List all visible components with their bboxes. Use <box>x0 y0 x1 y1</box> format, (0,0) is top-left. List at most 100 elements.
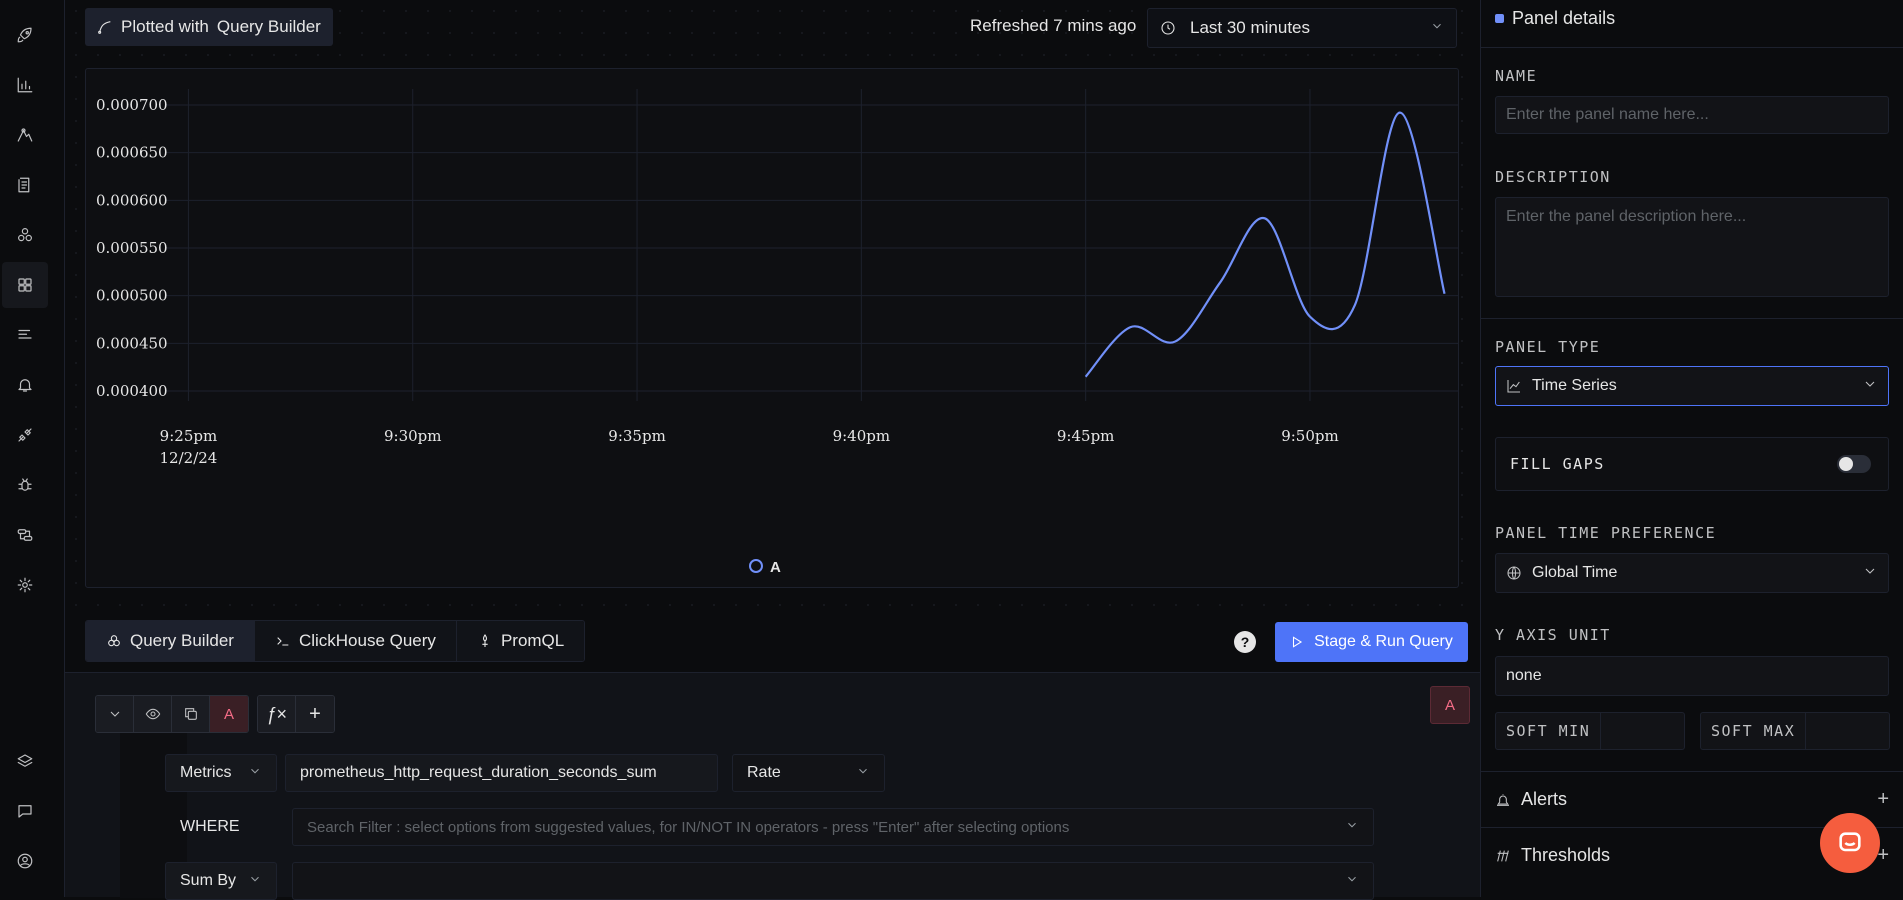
where-label: WHERE <box>180 818 240 835</box>
add-query-button[interactable]: + <box>296 696 334 732</box>
panel-type-label: PANEL TYPE <box>1495 338 1601 356</box>
formula-tag[interactable]: A <box>1430 686 1470 724</box>
alerts-row[interactable]: Alerts + <box>1495 788 1889 811</box>
plotted-source: Query Builder <box>216 17 321 36</box>
bug-icon[interactable] <box>2 462 48 508</box>
query-editor: A ƒ× + A Metrics prometheus_http_request… <box>65 672 1480 900</box>
panel-name-placeholder: Enter the panel name here... <box>1506 106 1709 123</box>
eye-icon <box>145 708 160 720</box>
pipelines-icon[interactable] <box>2 512 48 558</box>
soft-min-field[interactable]: SOFT MIN <box>1495 712 1685 750</box>
thresholds-row[interactable]: Thresholds + <box>1495 844 1889 867</box>
time-series-chart[interactable]: 0.000700 0.000650 0.000600 0.000550 0.000500… <box>85 68 1459 588</box>
y-axis-unit-input[interactable]: none <box>1495 656 1889 696</box>
plotted-with-badge: Plotted with Query Builder <box>85 8 333 46</box>
fill-gaps-row: FILL GAPS <box>1495 437 1889 491</box>
description-label: DESCRIPTION <box>1495 168 1611 186</box>
stage-run-query-button[interactable]: Stage & Run Query <box>1275 622 1468 662</box>
alerts-icon[interactable] <box>2 362 48 408</box>
panel-description-placeholder: Enter the panel description here... <box>1506 208 1747 225</box>
help-icon[interactable]: ? <box>1234 631 1256 653</box>
terminal-icon <box>277 637 289 646</box>
sum-by-label: Sum By <box>180 872 237 889</box>
chevron-down-icon <box>1862 563 1878 584</box>
x-tick-label: 9:50pm <box>1281 427 1339 445</box>
where-filter-input[interactable]: Search Filter : select options from sugg… <box>292 808 1374 846</box>
time-range-select[interactable]: Last 30 minutes <box>1147 8 1457 48</box>
thresholds-icon <box>1497 850 1509 861</box>
y-axis-unit-label: Y AXIS UNIT <box>1495 626 1611 644</box>
y-tick-label: 0.000550 <box>96 239 168 257</box>
toggle-visibility-button[interactable] <box>134 696 172 732</box>
chevron-down-icon <box>856 764 870 783</box>
chevron-down-icon <box>1345 872 1359 891</box>
panel-time-preference-value: Global Time <box>1532 564 1618 581</box>
list-icon[interactable] <box>2 312 48 358</box>
play-icon <box>1293 636 1303 648</box>
chevron-down-icon <box>248 872 262 891</box>
soft-max-field[interactable]: SOFT MAX <box>1700 712 1890 750</box>
metric-value: prometheus_http_request_duration_seconds… <box>300 764 657 781</box>
alarm-icon <box>1497 793 1509 806</box>
aggregate-select[interactable]: Rate <box>732 754 885 792</box>
rocket-icon[interactable] <box>2 12 48 58</box>
tab-query-builder[interactable]: Query Builder <box>86 621 255 661</box>
support-chat-button[interactable] <box>1820 813 1880 873</box>
alerts-label: Alerts <box>1521 789 1568 809</box>
tab-clickhouse-query[interactable]: ClickHouse Query <box>254 621 457 661</box>
panel-name-input[interactable]: Enter the panel name here... <box>1495 96 1889 134</box>
layers-icon[interactable] <box>2 738 48 784</box>
add-alert-button[interactable]: + <box>1877 788 1889 810</box>
query-name-tag[interactable]: A <box>210 696 248 732</box>
panel-time-preference-label: PANEL TIME PREFERENCE <box>1495 524 1717 542</box>
soft-min-input[interactable] <box>1601 713 1684 749</box>
logs-icon[interactable] <box>2 162 48 208</box>
settings-icon[interactable] <box>2 562 48 608</box>
aggregate-value: Rate <box>747 764 781 781</box>
metric-name-input[interactable]: prometheus_http_request_duration_seconds… <box>285 754 718 792</box>
draw-icon[interactable] <box>2 112 48 158</box>
where-placeholder: Search Filter : select options from sugg… <box>307 818 1070 836</box>
chart-legend[interactable]: A <box>749 559 781 576</box>
y-tick-label: 0.000500 <box>96 287 168 305</box>
panel-details: Panel details NAME Enter the panel name … <box>1480 0 1903 897</box>
sum-by-select[interactable]: Sum By <box>165 862 277 900</box>
add-threshold-button[interactable]: + <box>1877 844 1889 866</box>
curve-icon <box>98 21 111 34</box>
x-tick-date: 12/2/24 <box>160 449 218 467</box>
run-label: Stage & Run Query <box>1314 633 1453 650</box>
bar-chart-icon[interactable] <box>2 62 48 108</box>
tab-promql[interactable]: PromQL <box>456 621 585 661</box>
copy-query-button[interactable] <box>172 696 210 732</box>
panel-type-select[interactable]: Time Series <box>1495 366 1889 406</box>
x-tick-label: 9:40pm <box>833 427 891 445</box>
chevron-down-icon <box>1345 818 1359 837</box>
x-tick-label: 9:45pm <box>1057 427 1115 445</box>
chat-icon[interactable] <box>2 788 48 834</box>
divider <box>1481 771 1903 772</box>
tab-label: ClickHouse Query <box>298 631 436 650</box>
thresholds-label: Thresholds <box>1521 845 1611 865</box>
dashboard-icon[interactable] <box>2 262 48 308</box>
collapse-button[interactable] <box>96 696 134 732</box>
fill-gaps-label: FILL GAPS <box>1510 455 1605 473</box>
panel-type-value: Time Series <box>1532 377 1617 394</box>
divider <box>1481 47 1903 48</box>
function-button[interactable]: ƒ× <box>258 696 296 732</box>
panel-time-preference-select[interactable]: Global Time <box>1495 553 1889 593</box>
panel-description-input[interactable]: Enter the panel description here... <box>1495 197 1889 297</box>
chart-svg: 0.000700 0.000650 0.000600 0.000550 0.000500… <box>96 89 1458 576</box>
services-icon[interactable] <box>2 212 48 258</box>
soft-max-input[interactable] <box>1806 713 1889 749</box>
y-tick-label: 0.000450 <box>96 334 168 352</box>
sum-by-input[interactable] <box>292 862 1374 900</box>
query-tabs: Query Builder ClickHouse Query PromQL <box>85 620 586 662</box>
clock-icon <box>1161 21 1175 35</box>
panel-details-title: Panel details <box>1512 8 1616 28</box>
integrations-icon[interactable] <box>2 412 48 458</box>
promql-icon <box>482 634 488 647</box>
metrics-label: Metrics <box>180 764 232 781</box>
fill-gaps-toggle[interactable] <box>1837 455 1871 473</box>
user-icon[interactable] <box>2 838 48 884</box>
metrics-type-select[interactable]: Metrics <box>165 754 277 792</box>
